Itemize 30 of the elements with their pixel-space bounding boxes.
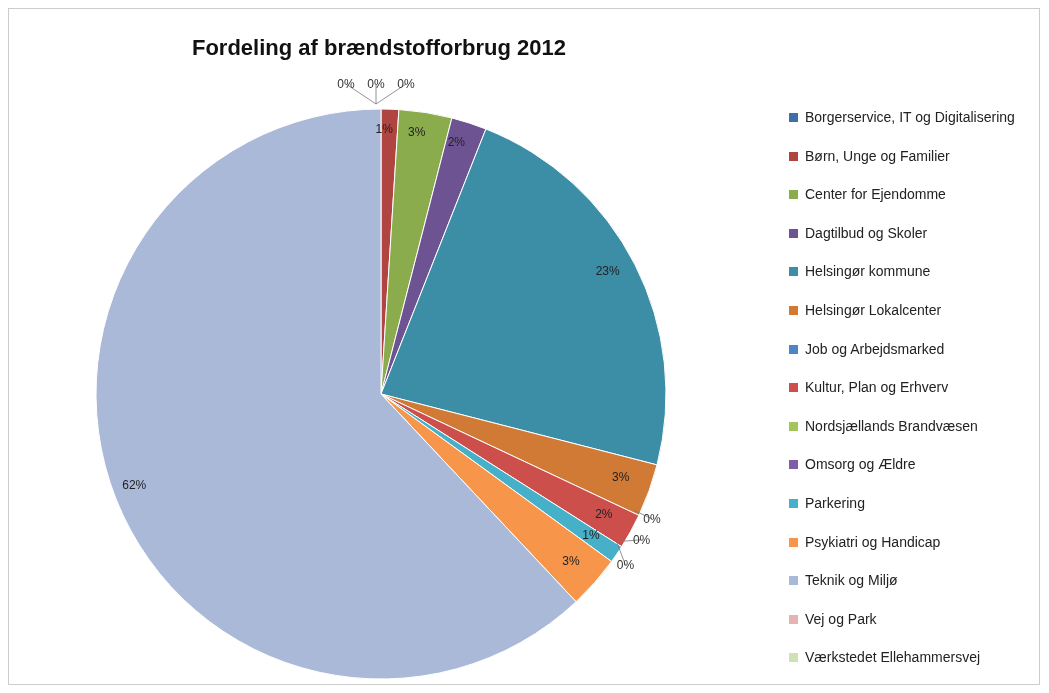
text: 0% <box>367 77 385 91</box>
legend-label: Kultur, Plan og Erhverv <box>805 378 949 398</box>
legend-label: Værkstedet Ellehammersvej <box>805 648 981 668</box>
legend-label: Dagtilbud og Skoler <box>805 223 928 243</box>
data-label: 2% <box>447 134 466 149</box>
legend-label: Nordsjællands Brandvæsen <box>805 416 978 436</box>
text: 0% <box>632 532 651 547</box>
legend-label: Helsingør Lokalcenter <box>805 300 942 320</box>
data-label: 3% <box>562 553 581 568</box>
data-label: 3% <box>408 125 426 140</box>
data-label: 3% <box>611 470 630 485</box>
legend-label: Borgerservice, IT og Digitalisering <box>805 108 1015 127</box>
text: 0% <box>337 77 355 91</box>
data-label: 2% <box>595 507 613 522</box>
text: 0% <box>397 77 415 91</box>
text: 0% <box>616 558 635 573</box>
chart-title: Fordeling af brændstofforbrug 2012 <box>191 35 567 61</box>
legend-label: Center for Ejendomme <box>805 185 946 205</box>
legend-label: Psykiatri og Handicap <box>805 532 941 552</box>
data-label: 23% <box>595 263 620 278</box>
legend-label: Teknik og Miljø <box>805 571 898 591</box>
legend-label: Børn, Unge og Familier <box>805 146 950 166</box>
legend-label: Job og Arbejdsmarked <box>805 339 945 359</box>
legend-label: Parkering <box>805 493 865 513</box>
legend-label: Omsorg og Ældre <box>805 455 916 475</box>
legend-label: Vej og Park <box>805 609 877 629</box>
data-label: 62% <box>122 477 147 492</box>
text: 0% <box>643 511 661 526</box>
data-label: 1% <box>582 528 601 543</box>
legend-label: Helsingør kommune <box>805 262 931 282</box>
